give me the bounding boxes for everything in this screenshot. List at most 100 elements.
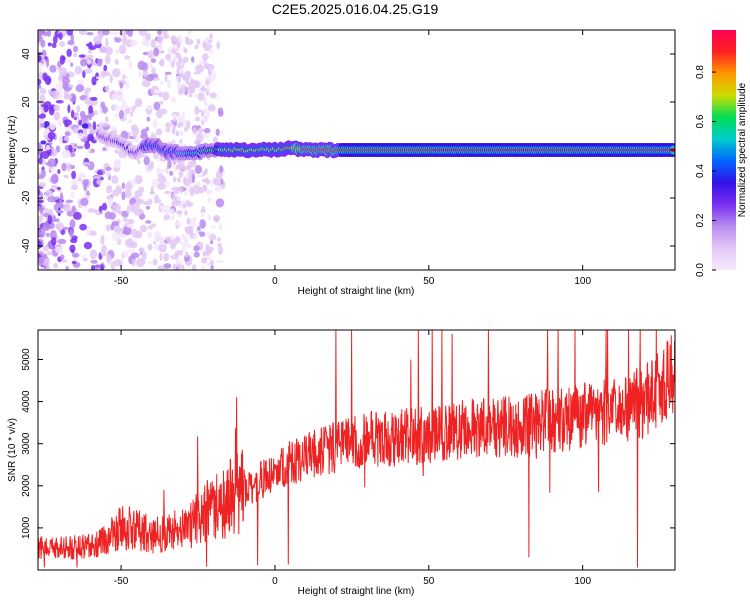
snr-x-ticks: -50 0 50 100 (114, 330, 591, 587)
spectrogram-noise-blob (80, 58, 88, 67)
spectrogram-noise-blob (188, 93, 193, 98)
spectrogram-noise-blob (207, 68, 212, 75)
spectrogram-noise-blob (156, 167, 161, 175)
snr-x-tick-label: -50 (114, 576, 129, 587)
spectrogram-noise-blob (142, 70, 149, 78)
spectrogram-noise-blob (71, 170, 77, 180)
spectrogram-noise-blob (64, 145, 69, 151)
spectrogram-noise-blob (60, 259, 68, 263)
spectrogram-noise-blob (176, 209, 183, 215)
spectrogram-noise-blob (182, 202, 186, 209)
spectrogram-noise-blob (39, 87, 47, 95)
spectrogram-noise-blob (138, 30, 148, 37)
spectrogram-noise-blob (114, 158, 121, 169)
spectrogram-noise-blob (50, 184, 58, 191)
spectrogram-noise-blob (153, 153, 159, 160)
spectrogram-noise-blob (143, 156, 150, 166)
spectrogram-noise-blob (63, 203, 71, 213)
spectrogram-noise-blob (90, 264, 95, 270)
spectrogram-noise-blob (75, 84, 85, 93)
spectrogram-noise-blob (153, 47, 160, 57)
spectrogram-noise-blob (106, 185, 113, 194)
spectrogram-noise-blob (56, 186, 61, 191)
spectrogram-noise-blob (105, 166, 112, 171)
spectrogram-noise-blob (73, 52, 78, 58)
spectrogram-noise-blob (78, 172, 87, 180)
snr-frame (37, 329, 676, 571)
spectrogram-noise-blob (138, 247, 145, 253)
spectrogram-noise-blob (66, 162, 72, 172)
spectrogram-noise-blob (175, 51, 179, 58)
spectrogram-noise-blob (172, 176, 177, 183)
spectrogram-noise-blob (61, 149, 71, 159)
spectrogram-noise-blob (210, 259, 214, 266)
spectrogram-noise-blob (121, 191, 126, 201)
spectrogram-noise-blob (209, 92, 218, 99)
spectrogram-noise-blob (192, 217, 197, 221)
spectrogram-noise-blob (49, 230, 57, 240)
spectrogram-noise-blob (217, 237, 222, 242)
spectrogram-noise-blob (59, 41, 66, 47)
spectrogram-noise-blob (54, 115, 58, 120)
spectrogram-noise-blob (150, 185, 154, 195)
spectrogram-noise-blob (177, 221, 182, 228)
spectrogram-noise-blob (170, 234, 175, 241)
spectrogram-noise-blob (203, 127, 211, 134)
spectrogram-noise-blob (38, 118, 45, 124)
spectrogram-noise-blob (38, 32, 41, 42)
spectrogram-noise-blob (123, 216, 128, 223)
spectrogram-noise-blob (71, 260, 77, 265)
spectrogram-noise-blob (46, 251, 53, 256)
spectrogram-noise-blob (66, 30, 74, 36)
spectrogram-noise-blob (181, 264, 185, 270)
colorbar-gradient (712, 30, 736, 270)
snr-y-tick-label: 4000 (21, 390, 32, 413)
spectrogram-noise-blob (91, 76, 97, 86)
spectrogram-noise-blob (137, 159, 141, 164)
spectrogram-noise-blob (146, 116, 151, 122)
spectrogram-noise-blob (98, 205, 103, 212)
spectrogram-noise-blob (105, 37, 109, 48)
spectrogram-noise-blob (127, 218, 135, 225)
spectrogram-noise-blob (113, 259, 123, 267)
spectrogram-noise-blob (187, 30, 192, 35)
spectrogram-noise-blob (147, 162, 152, 172)
spectrogram-noise-blob (88, 149, 92, 154)
spectrogram-noise-blob (59, 134, 63, 145)
spectrogram-noise-blob (38, 145, 43, 153)
spectrogram-noise-blob (50, 90, 60, 100)
spectrogram-noise-blob (42, 212, 50, 218)
spectrogram-noise-blob (169, 242, 176, 250)
spectrogram-noise-blob (38, 240, 43, 250)
spectrogram-noise-blob (186, 120, 191, 130)
colorbar-label: Normalized spectral amplitude (737, 82, 748, 217)
spectrogram-noise-blob (154, 194, 160, 204)
spectrogram-noise-blob (176, 41, 181, 48)
spectrogram-noise-blob (208, 233, 217, 241)
spectrogram-noise-blob (88, 45, 97, 51)
spectrogram-noise-blob (209, 240, 214, 245)
spectrogram-noise-blob (169, 170, 174, 176)
spectrogram-noise-blob (201, 206, 206, 213)
spectrogram-noise-blob (76, 105, 81, 113)
spectrogram-noise-blob (202, 250, 206, 257)
spectrogram-noise-blob (202, 184, 207, 191)
spectrogram-y-label: Frequency (Hz) (7, 116, 18, 185)
spectrogram-noise-blob (194, 139, 201, 145)
spectrogram-noise-blob (113, 226, 122, 233)
spectrogram-noise-blob (128, 238, 134, 247)
spectrogram-noise-blob (179, 249, 183, 256)
spectrogram-noise-blob (163, 263, 172, 269)
spectrogram-noise-blob (114, 149, 119, 154)
spectrogram-noise-blob (43, 128, 50, 136)
spectrogram-noise-blob (38, 199, 44, 204)
spectrogram-noise-blob (85, 227, 91, 237)
spectrogram-noise-blob (213, 214, 221, 223)
spectrogram-noise-blob (154, 234, 163, 242)
spectrogram-noise-blob (217, 107, 224, 114)
spectrogram-noise-blob (134, 190, 143, 198)
chart-title: C2E5.2025.016.04.25.G19 (272, 1, 439, 17)
spectrogram-noise-blob (177, 76, 182, 83)
spectrogram-noise-blob (158, 242, 167, 253)
